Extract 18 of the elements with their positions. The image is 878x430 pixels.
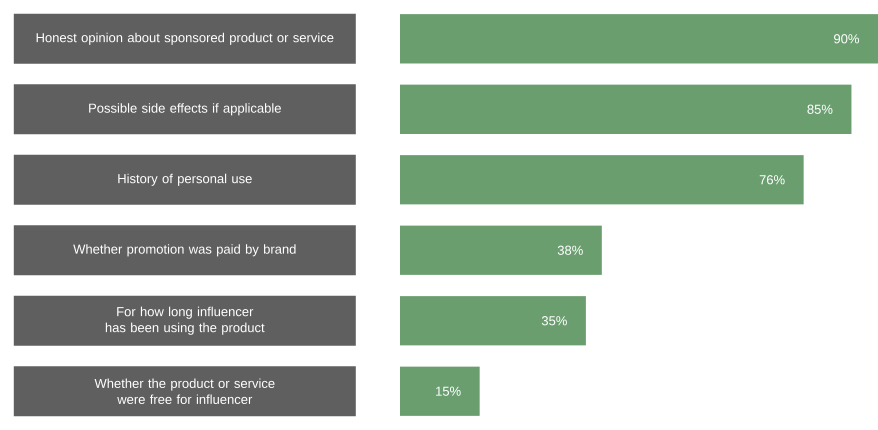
- data-label: 76%: [760, 175, 785, 184]
- bar: [400, 226, 602, 275]
- y-tick-label: Whether the product or service were free for influencer: [94, 378, 275, 404]
- data-label: 90%: [834, 34, 859, 44]
- y-tick-label: For how long influencer has been using the product: [106, 306, 265, 335]
- y-tick-label: Possible side effects if applicable: [89, 103, 281, 116]
- data-label: 15%: [436, 386, 461, 396]
- y-tick-label: History of personal use: [118, 174, 252, 186]
- data-label: 35%: [542, 316, 567, 326]
- bar: [400, 84, 852, 134]
- bar: [400, 155, 804, 204]
- y-tick-label: Honest opinion about sponsored product or service: [36, 32, 334, 45]
- bar: [400, 14, 878, 64]
- bar: [400, 366, 480, 416]
- y-tick-label: Whether promotion was paid by brand: [73, 244, 296, 256]
- data-label: 85%: [807, 104, 832, 114]
- bar: [400, 296, 586, 346]
- data-label: 38%: [558, 246, 583, 255]
